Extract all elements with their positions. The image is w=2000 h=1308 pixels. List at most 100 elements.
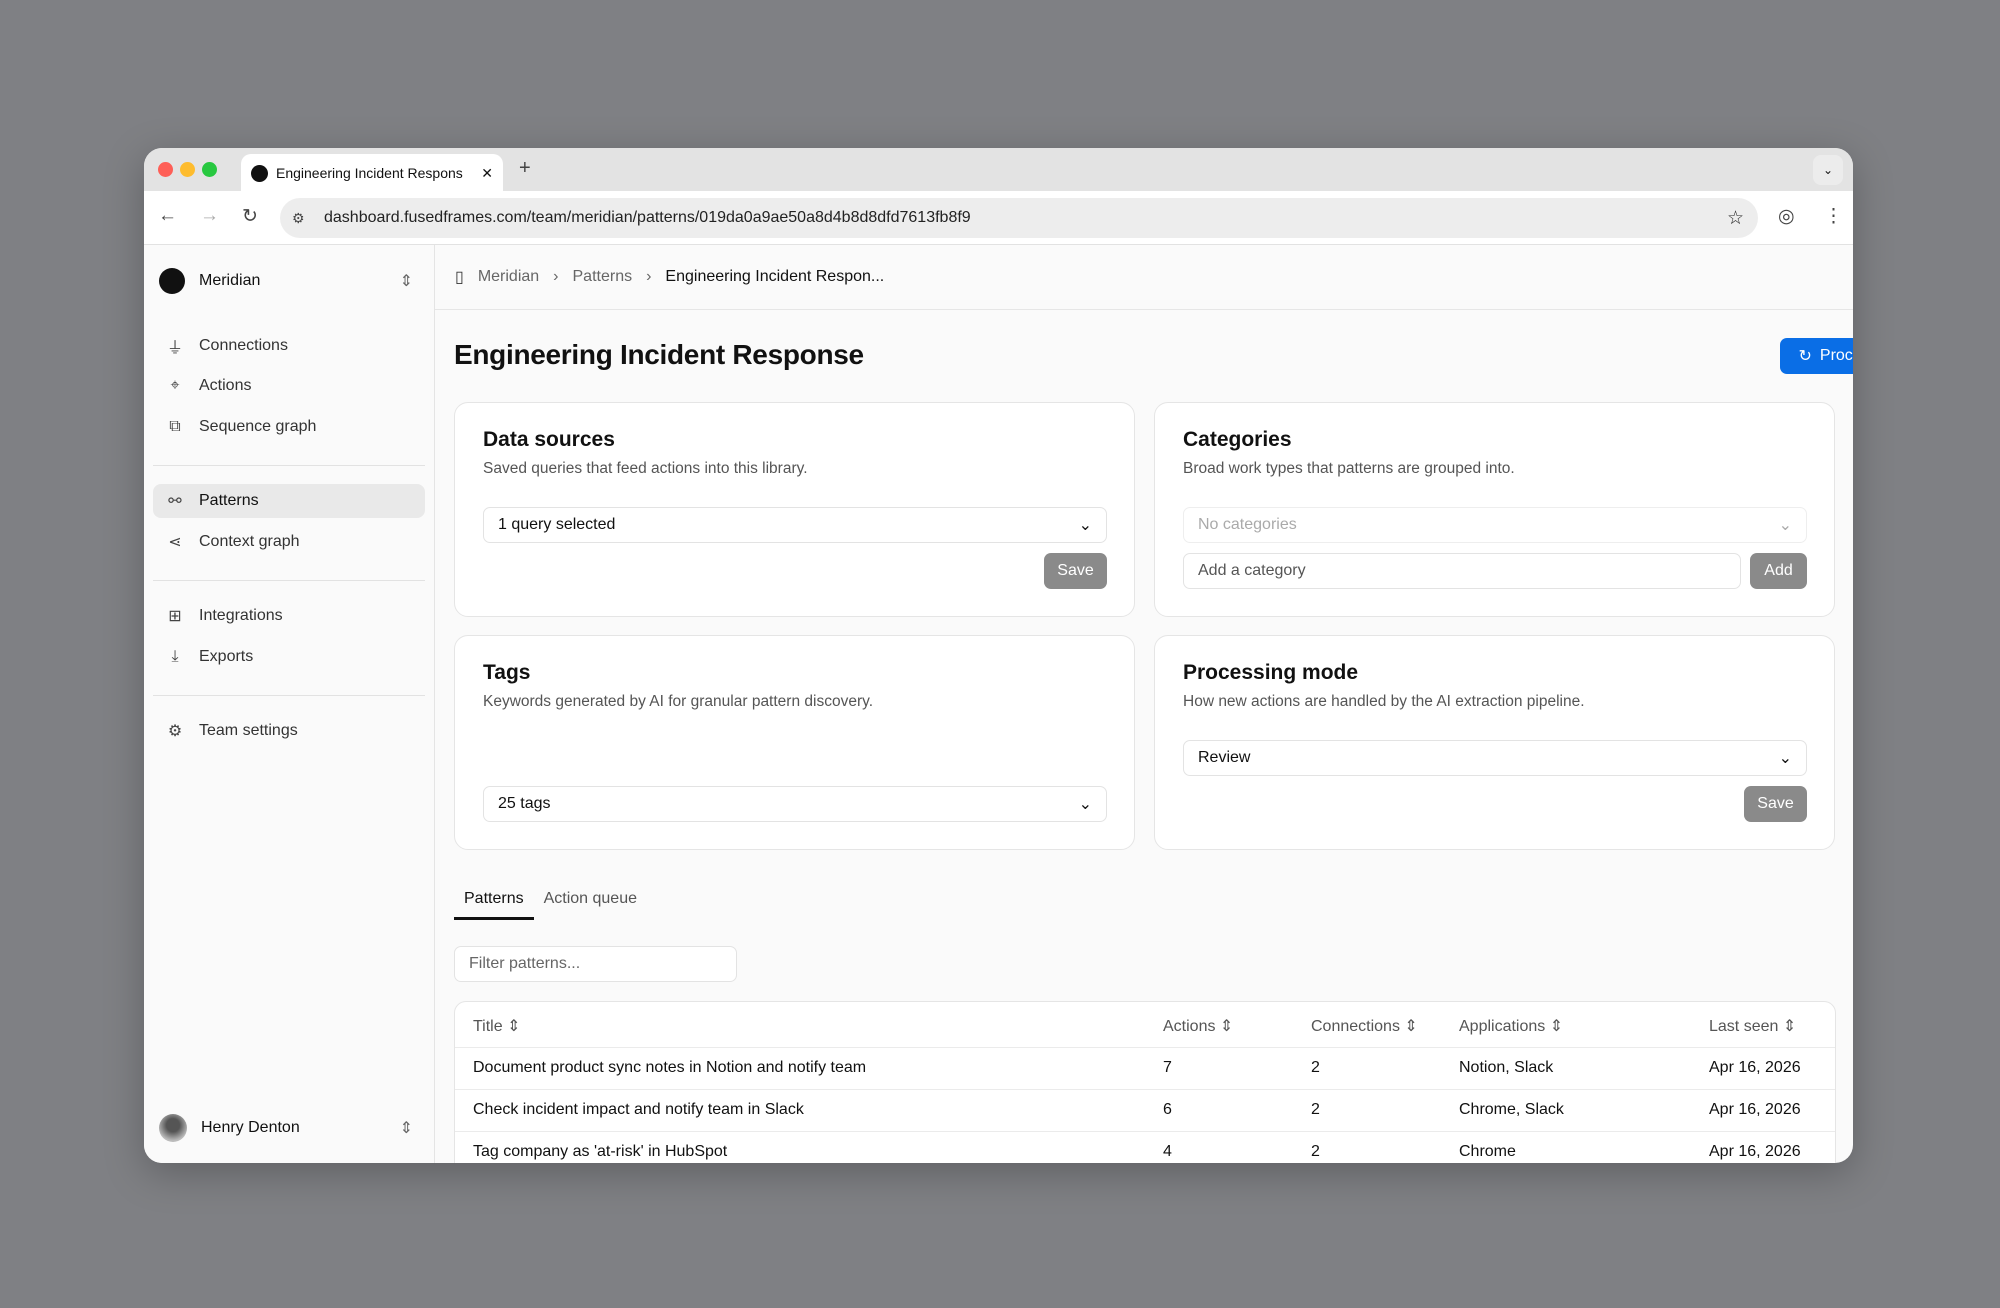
filter-patterns-input[interactable]: Filter patterns... [454,946,737,982]
sidebar-item-label: Patterns [199,492,259,509]
patterns-icon: ⚯ [168,493,182,510]
select-value: No categories [1198,516,1297,533]
reload-icon[interactable]: ↻ [242,206,258,227]
cell-applications: Chrome [1459,1143,1516,1160]
cell-title: Check incident impact and notify team in… [473,1101,804,1118]
sidebar-item-label: Team settings [199,722,298,739]
user-menu[interactable]: Henry Denton ⇕ [153,1111,425,1145]
forward-icon[interactable]: → [200,205,219,226]
chevron-updown-icon: ⇕ [399,1120,413,1137]
table-row[interactable]: Tag company as 'at-risk' in HubSpot 4 2 Chr… [455,1132,1835,1163]
tags-select[interactable]: 25 tags ⌄ [483,786,1107,822]
card-title: Processing mode [1183,661,1359,684]
table-row[interactable]: Document product sync notes in Notion an… [455,1048,1835,1090]
divider [153,465,425,466]
url-text: dashboard.fusedframes.com/team/meridian/… [324,209,971,226]
tab-patterns[interactable]: Patterns [454,890,534,920]
sidebar-item-label: Integrations [199,607,283,624]
sidebar-item-integrations[interactable]: ⊞ Integrations [153,599,425,633]
add-category-button[interactable]: Add [1750,553,1807,589]
sidebar-item-exports[interactable]: ⤓ Exports [153,640,425,674]
tab-list-icon[interactable]: ⌄ [1813,155,1843,185]
chevron-down-icon: ⌄ [1778,750,1792,767]
profile-icon[interactable]: ◎ [1778,206,1795,227]
sidebar-item-patterns[interactable]: ⚯ Patterns [153,484,425,518]
tab-action-queue[interactable]: Action queue [543,890,637,907]
select-value: 1 query selected [498,516,616,533]
sidebar-item-connections[interactable]: ⏚ Connections [153,329,425,363]
browser-tab[interactable]: Engineering Incident Respons ✕ [241,154,503,192]
plug-icon: ⏚ [166,340,183,357]
close-tab-icon[interactable]: ✕ [481,164,493,181]
share-icon: ⋖ [168,534,182,551]
patterns-table: Title ⇕ Actions ⇕ Connections ⇕ Applicat… [454,1001,1836,1163]
categories-card: Categories Broad work types that pattern… [1154,402,1835,617]
breadcrumb-current: Engineering Incident Respon... [665,268,885,285]
close-window-button[interactable] [158,162,173,177]
sidebar-item-actions[interactable]: ⌖ Actions [153,369,425,403]
sidebar-item-sequence-graph[interactable]: ⧉ Sequence graph [153,410,425,444]
tab-bar: Engineering Incident Respons ✕ + ⌄ [144,148,1853,192]
browser-menu-icon[interactable]: ⋮ [1824,206,1843,227]
chevron-down-icon: ⌄ [1078,796,1092,813]
sidebar-item-context-graph[interactable]: ⋖ Context graph [153,525,425,559]
cell-actions: 7 [1163,1059,1172,1076]
sort-connections[interactable]: Connections ⇕ [1311,1018,1418,1035]
sort-last-seen[interactable]: Last seen ⇕ [1709,1018,1797,1035]
card-title: Data sources [483,428,615,451]
download-icon: ⤓ [171,648,179,665]
sequence-icon: ⧉ [169,418,181,435]
cell-applications: Chrome, Slack [1459,1101,1564,1118]
site-settings-icon[interactable]: ⚙ [292,209,305,226]
data-sources-select[interactable]: 1 query selected ⌄ [483,507,1107,543]
process-now-label: Process now [1819,347,1853,364]
back-icon[interactable]: ← [158,205,177,226]
page-title: Engineering Incident Response [454,339,864,370]
avatar [159,1114,187,1142]
cell-last-seen: Apr 16, 2026 [1709,1143,1801,1160]
sidebar-item-team-settings[interactable]: ⚙ Team settings [153,714,425,748]
favicon-icon [251,164,268,182]
main-content: ▯ Meridian › Patterns › Engineering Incide… [435,245,1853,1163]
categories-select[interactable]: No categories ⌄ [1183,507,1807,543]
processing-mode-select[interactable]: Review ⌄ [1183,740,1807,776]
chevron-right-icon: › [646,268,652,285]
chevron-updown-icon: ⇕ [399,273,413,290]
sort-actions[interactable]: Actions ⇕ [1163,1018,1234,1035]
table-header: Title ⇕ Actions ⇕ Connections ⇕ Applicat… [455,1002,1835,1048]
sidebar-item-label: Connections [199,337,288,354]
card-title: Categories [1183,428,1292,451]
sidebar-toggle-icon[interactable]: ▯ [455,269,464,286]
divider [153,695,425,696]
sidebar-item-label: Context graph [199,533,300,550]
select-value: 25 tags [498,795,551,812]
minimize-window-button[interactable] [180,162,195,177]
cell-connections: 2 [1311,1059,1320,1076]
processing-mode-card: Processing mode How new actions are hand… [1154,635,1835,850]
card-description: How new actions are handled by the AI ex… [1183,693,1585,710]
process-now-button[interactable]: ↻ Process now [1780,338,1853,374]
new-tab-icon[interactable]: + [519,157,531,179]
team-switcher[interactable]: Meridian ⇕ [153,264,425,298]
bookmark-star-icon[interactable]: ☆ [1726,207,1744,229]
breadcrumb: ▯ Meridian › Patterns › Engineering Incide… [435,245,1853,310]
gear-icon: ⚙ [167,723,183,740]
add-category-input[interactable]: Add a category [1183,553,1741,589]
sort-applications[interactable]: Applications ⇕ [1459,1018,1564,1035]
blocks-icon: ⊞ [168,608,182,625]
sidebar-item-label: Exports [199,648,254,665]
breadcrumb-meridian[interactable]: Meridian [477,268,540,285]
table-row[interactable]: Check incident impact and notify team in… [455,1090,1835,1132]
url-field[interactable]: ⚙ dashboard.fusedframes.com/team/meridia… [280,198,1758,238]
breadcrumb-patterns[interactable]: Patterns [572,268,633,285]
tabs: Patterns Action queue [454,890,647,920]
save-processing-button[interactable]: Save [1744,786,1807,822]
cell-applications: Notion, Slack [1459,1059,1554,1076]
save-data-sources-button[interactable]: Save [1044,553,1107,589]
cell-connections: 2 [1311,1143,1320,1160]
cell-actions: 6 [1163,1101,1172,1118]
sort-title[interactable]: Title ⇕ [473,1018,521,1035]
chevron-right-icon: › [553,268,559,285]
maximize-window-button[interactable] [202,162,217,177]
team-name: Meridian [199,272,261,289]
